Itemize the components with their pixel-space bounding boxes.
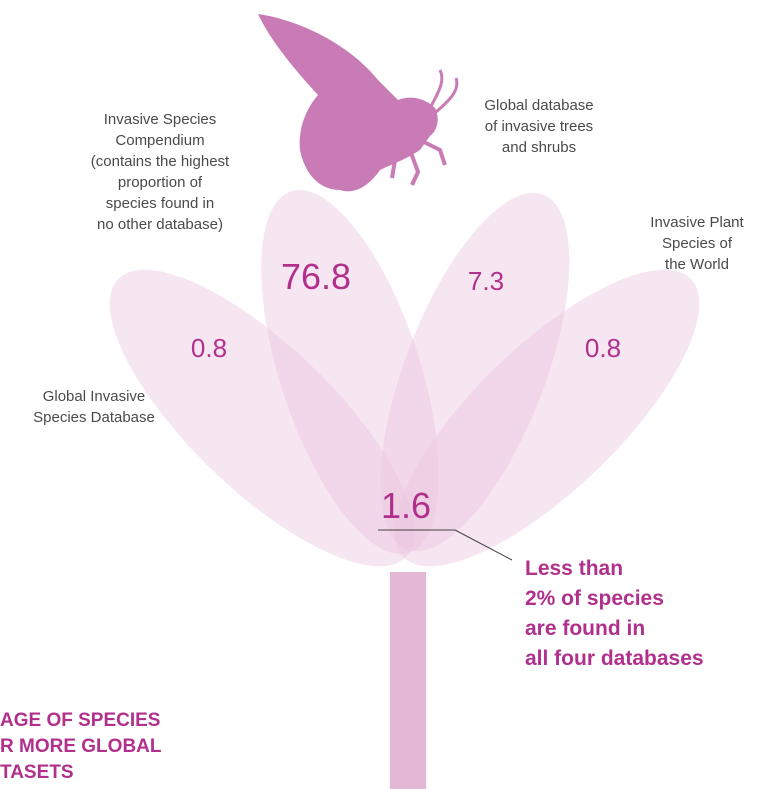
petal-label: Invasive Species [104,111,217,128]
petal-label: Species of [662,235,733,252]
petal-label: Species Database [33,409,155,426]
petal-label: (contains the highest [91,153,230,170]
diagram: Global Invasive Species Database 0.8 Invasi… [0,0,773,789]
center-note: are found in [525,617,645,640]
petal-label: Global Invasive [43,388,146,405]
petal-value: 7.3 [468,266,504,296]
center-value: 1.6 [381,485,431,526]
petal-label: the World [665,256,729,273]
center-note: 2% of species [525,587,664,610]
petal-label: Invasive Plant [650,214,744,231]
petal-label: and shrubs [502,139,576,156]
title-fragment: R MORE GLOBAL [0,736,162,757]
bee-icon [258,14,457,191]
petal-label: of invasive trees [485,118,593,135]
petals [68,170,741,609]
center-note: Less than [525,557,623,580]
center-note: all four databases [525,647,704,670]
page: {"petals": [ {"label": ["Global Invasive… [0,0,773,789]
petal-label: Compendium [115,132,204,149]
petal-value: 0.8 [585,333,621,363]
petal-value: 76.8 [281,256,351,297]
petal-label: no other database) [97,216,223,233]
title-fragment: TASETS [0,762,74,783]
petal-value: 0.8 [191,333,227,363]
petal-label: proportion of [118,174,203,191]
petal-label: Global database [484,97,593,114]
title-fragment: AGE OF SPECIES [0,710,160,731]
stem [390,572,426,789]
petal-label: species found in [106,195,214,212]
